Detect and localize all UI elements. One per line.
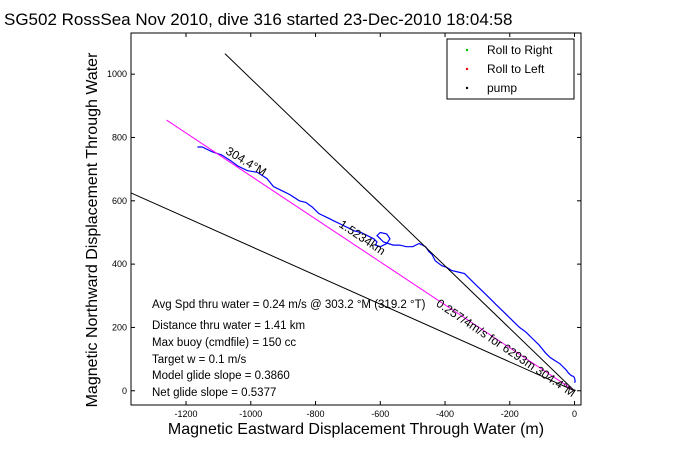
x-tick-label: -400 (436, 409, 454, 419)
legend: Roll to Right Roll to Left pump (446, 38, 575, 100)
series-layer (130, 53, 576, 392)
legend-marker-roll-left (465, 67, 469, 71)
legend-item-roll-right: Roll to Right (465, 43, 553, 57)
legend-marker-pump (465, 86, 469, 90)
x-tick-label: -200 (501, 409, 519, 419)
legend-label-roll-right: Roll to Right (487, 43, 553, 57)
stat-net-glide-slope: Net glide slope = 0.5377 (152, 387, 276, 399)
series-line-3 (130, 192, 575, 392)
legend-item-roll-left: Roll to Left (465, 62, 545, 76)
y-tick-label: 400 (112, 259, 127, 269)
annotation-0: 304.4°M (223, 144, 269, 179)
stat-max-buoy: Max buoy (cmdfile) = 150 cc (152, 337, 296, 349)
y-axis-ticks: 0 200 400 600 800 1000 (107, 69, 581, 396)
stats-text-block: Avg Spd thru water = 0.24 m/s @ 303.2 °M… (152, 299, 426, 399)
legend-label-pump: pump (487, 81, 517, 95)
x-tick-label: -600 (371, 409, 389, 419)
y-axis-label: Magnetic Northward Displacement Through … (84, 52, 101, 407)
plot-frame (130, 32, 582, 406)
x-axis-ticks: -1200 -1000 -800 -600 -400 -200 0 (175, 33, 577, 419)
y-tick-label: 200 (112, 322, 127, 332)
legend-label-roll-left: Roll to Left (487, 62, 545, 76)
y-tick-label: 0 (122, 386, 127, 396)
series-line-2 (224, 53, 575, 392)
stat-model-glide-slope: Model glide slope = 0.3860 (152, 370, 290, 382)
series-line-0 (197, 146, 576, 384)
y-tick-label: 600 (112, 196, 127, 206)
legend-item-pump: pump (465, 81, 517, 95)
annotation-2: 0.257/4m/s for 6293m 304.4°M (434, 296, 579, 400)
x-axis-label: Magnetic Eastward Displacement Through W… (168, 421, 544, 438)
plot-area: -1200 -1000 -800 -600 -400 -200 0 0 200 400 600 80… (107, 32, 582, 419)
stat-distance: Distance thru water = 1.41 km (152, 320, 305, 332)
x-tick-label: 0 (572, 409, 577, 419)
x-tick-label: -800 (307, 409, 325, 419)
chart-title: SG502 RossSea Nov 2010, dive 316 started… (4, 10, 512, 29)
series-line-1 (166, 119, 575, 392)
legend-marker-roll-right (465, 48, 469, 52)
y-tick-label: 1000 (107, 69, 127, 79)
y-tick-label: 800 (112, 132, 127, 142)
x-tick-label: -1200 (175, 409, 198, 419)
stat-target-w: Target w = 0.1 m/s (152, 354, 247, 366)
stat-avg-speed: Avg Spd thru water = 0.24 m/s @ 303.2 °M… (152, 299, 426, 311)
x-tick-label: -1000 (239, 409, 262, 419)
